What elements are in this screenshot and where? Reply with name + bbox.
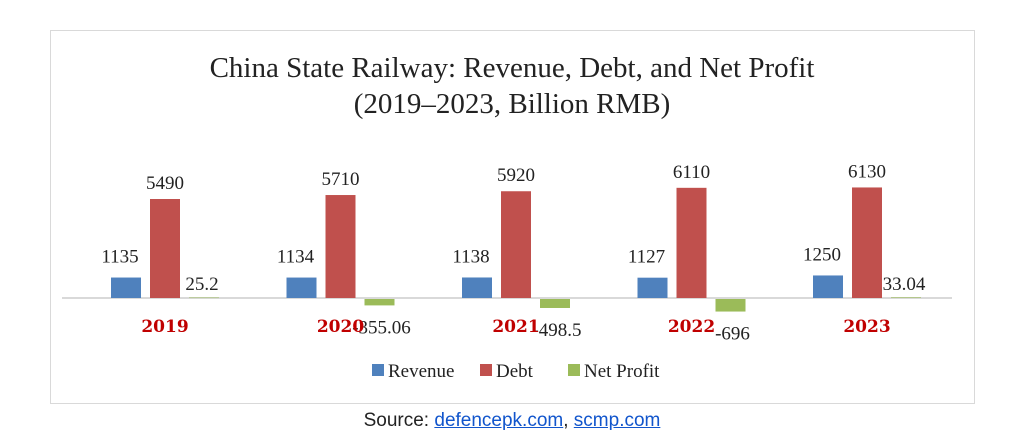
bar-revenue-2020 xyxy=(286,277,317,298)
bar-debt-2019 xyxy=(150,199,180,298)
legend-label: Net Profit xyxy=(584,361,660,382)
data-label: 5920 xyxy=(497,165,535,186)
category-label: 2022 xyxy=(668,317,715,337)
data-label: 1138 xyxy=(452,246,489,267)
data-label: -696 xyxy=(715,324,750,345)
bar-debt-2023 xyxy=(852,187,882,298)
category-label: 2021 xyxy=(492,317,539,337)
data-label: -498.5 xyxy=(532,320,581,341)
data-label: 1135 xyxy=(101,247,138,268)
source-line: Source: defencepk.com, scmp.com xyxy=(0,410,1024,432)
bar-debt-2021 xyxy=(501,191,531,298)
data-label: 6130 xyxy=(848,161,886,182)
source-prefix: Source: xyxy=(363,410,435,431)
chart-frame xyxy=(50,30,975,404)
category-label: 2019 xyxy=(141,317,188,337)
legend-swatch-debt xyxy=(480,364,492,376)
source-separator: , xyxy=(563,410,574,431)
chart-subtitle: (2019–2023, Billion RMB) xyxy=(353,88,671,120)
source-link-scmp[interactable]: scmp.com xyxy=(573,410,661,431)
legend-label: Revenue xyxy=(388,361,454,382)
bar-revenue-2019 xyxy=(111,277,141,298)
bar-net-profit-2019 xyxy=(189,297,219,299)
bar-revenue-2023 xyxy=(813,275,843,298)
bar-net-profit-2021 xyxy=(540,299,570,308)
legend-label: Debt xyxy=(496,361,534,382)
category-label: 2020 xyxy=(317,317,364,337)
legend-swatch-revenue xyxy=(372,364,384,376)
bar-net-profit-2022 xyxy=(715,299,746,312)
bar-net-profit-2020 xyxy=(364,299,395,306)
data-label: 1127 xyxy=(628,247,665,268)
data-label: 25.2 xyxy=(185,274,218,295)
source-link-defencepk[interactable]: defencepk.com xyxy=(434,410,564,431)
bar-debt-2022 xyxy=(676,187,707,298)
chart-title: China State Railway: Revenue, Debt, and … xyxy=(209,52,815,84)
bar-revenue-2021 xyxy=(462,277,492,298)
bar-revenue-2022 xyxy=(637,277,668,298)
data-label: -355.06 xyxy=(352,317,411,338)
data-label: 5490 xyxy=(146,173,184,194)
bar-net-profit-2023 xyxy=(891,297,921,298)
legend-swatch-net-profit xyxy=(568,364,580,376)
bar-debt-2020 xyxy=(325,195,356,298)
data-label: 6110 xyxy=(673,162,710,183)
data-label: 5710 xyxy=(322,169,360,190)
data-label: 33.04 xyxy=(883,274,926,295)
category-label: 2023 xyxy=(843,317,890,337)
data-label: 1134 xyxy=(277,247,315,268)
data-label: 1250 xyxy=(803,244,841,265)
